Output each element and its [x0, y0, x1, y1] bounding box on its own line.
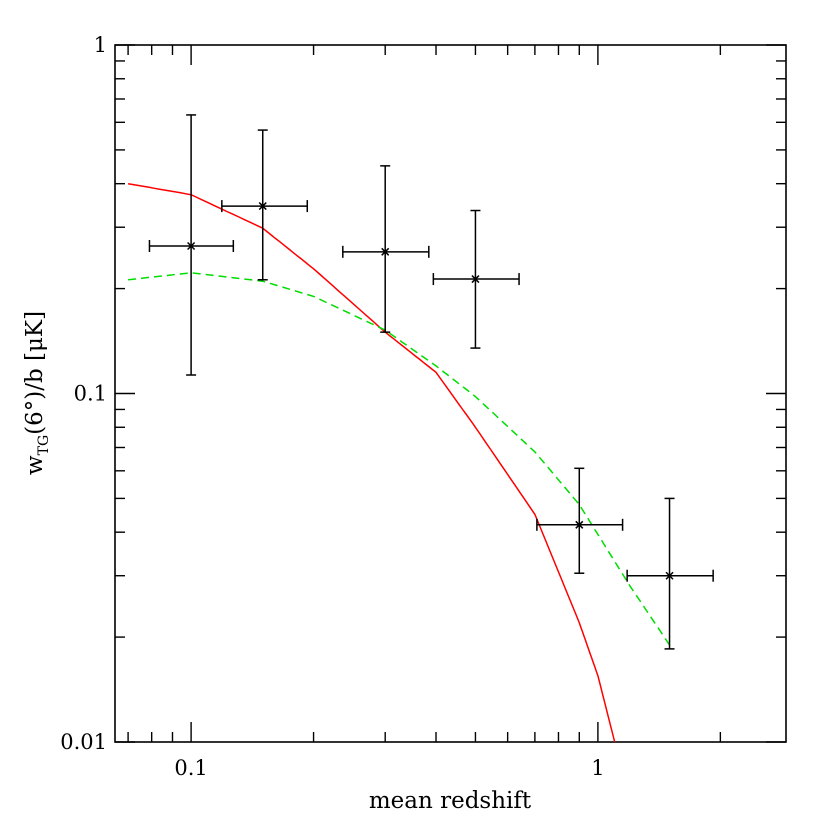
data-points	[148, 114, 714, 650]
x-marker	[665, 571, 674, 580]
tick-labels: 0.1 1 0.01 0.1 1	[60, 33, 604, 780]
model-curve-dashed	[128, 272, 671, 646]
x-marker	[381, 247, 390, 256]
model-curves	[127, 182, 671, 743]
y-axis-label-rest: (6°)/b [μK]	[22, 311, 48, 435]
y-axis-label-w: w	[22, 455, 48, 475]
x-tick-label: 1	[591, 756, 604, 780]
axis-ticks	[115, 44, 786, 743]
model-curve-solid	[127, 182, 616, 743]
y-axis-label-sub: TG	[36, 435, 52, 456]
data-point	[536, 467, 624, 574]
x-marker	[187, 241, 196, 251]
x-marker	[471, 275, 480, 284]
y-tick-label: 1	[94, 33, 107, 57]
x-axis-label: mean redshift	[369, 788, 532, 814]
x-marker	[575, 520, 584, 529]
x-marker	[258, 202, 267, 211]
data-point	[148, 114, 235, 376]
data-point	[221, 129, 309, 281]
data-point	[626, 497, 714, 650]
x-tick-label: 0.1	[174, 756, 207, 780]
y-tick-label: 0.1	[74, 382, 107, 406]
data-point	[342, 165, 430, 333]
y-tick-label: 0.01	[60, 730, 107, 754]
y-axis-label: wTG(6°)/b [μK]	[22, 311, 52, 475]
data-point	[432, 209, 520, 349]
